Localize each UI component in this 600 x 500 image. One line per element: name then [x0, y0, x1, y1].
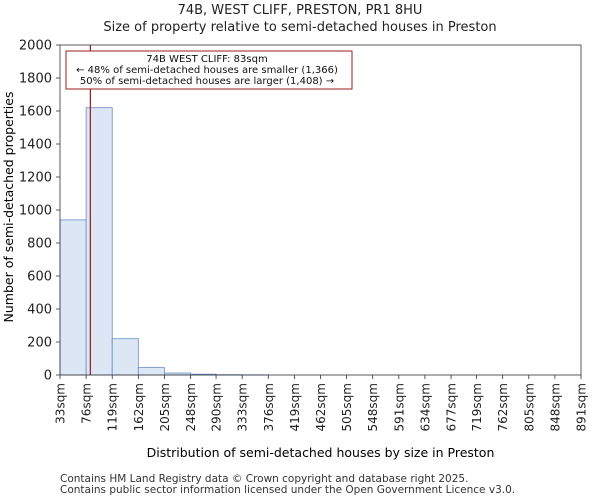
x-tick-label: 205sqm — [158, 383, 172, 431]
x-tick-label: 419sqm — [288, 383, 302, 431]
y-tick-label: 1600 — [19, 105, 52, 120]
y-tick-label: 1200 — [19, 171, 52, 186]
x-tick-label: 762sqm — [496, 383, 510, 431]
x-tick-label: 891sqm — [575, 383, 589, 431]
axes-group: 0 200 400 600 800 1000 1200 1400 1600 1800 2000 33s… — [19, 39, 589, 432]
y-tick-label: 1000 — [19, 204, 52, 219]
annotation-box: 74B WEST CLIFF: 83sqm ← 48% of semi-deta… — [65, 50, 353, 90]
x-tick-label: 719sqm — [470, 383, 484, 431]
x-tick-label: 634sqm — [418, 383, 432, 431]
y-tick-label: 200 — [27, 336, 52, 351]
x-tick-label: 548sqm — [366, 383, 380, 431]
annotation-border — [65, 50, 353, 90]
x-tick-label: 162sqm — [132, 383, 146, 431]
y-tick-label: 400 — [27, 303, 52, 318]
annotation-line-title: 74B WEST CLIFF: 83sqm — [146, 54, 267, 65]
x-tick-label: 376sqm — [262, 383, 276, 431]
x-axis-label: Distribution of semi-detached houses by … — [147, 445, 495, 460]
x-tick-label: 333sqm — [236, 383, 250, 431]
histogram-bar — [111, 338, 139, 376]
bars-group — [59, 107, 269, 376]
y-tick-label: 800 — [27, 237, 52, 252]
y-tick-label: 1800 — [19, 72, 52, 87]
x-tick-label: 76sqm — [80, 383, 94, 424]
x-tick-label: 290sqm — [210, 383, 224, 431]
x-tick-label: 805sqm — [522, 383, 536, 431]
y-tick-label: 0 — [44, 369, 52, 384]
x-tick-label: 505sqm — [340, 383, 354, 431]
x-tick-label: 248sqm — [184, 383, 198, 431]
x-tick-label: 677sqm — [445, 383, 459, 431]
histogram-bar — [137, 367, 165, 376]
y-axis-label: Number of semi-detached properties — [1, 92, 16, 323]
y-tick-label: 600 — [27, 270, 52, 285]
y-tick-label: 2000 — [19, 39, 52, 54]
chart-title: 74B, WEST CLIFF, PRESTON, PR1 8HU — [177, 3, 423, 18]
x-tick-label: 462sqm — [314, 383, 328, 431]
annotation-line-smaller: ← 48% of semi-detached houses are smalle… — [76, 65, 338, 76]
x-tick-label: 591sqm — [392, 383, 406, 431]
footer-copyright: Contains HM Land Registry data © Crown c… — [60, 473, 469, 485]
x-tick-label: 33sqm — [54, 383, 68, 424]
annotation-line-larger: 50% of semi-detached houses are larger (… — [80, 76, 334, 87]
footer-licence: Contains public sector information licen… — [60, 484, 516, 496]
plot-frame — [59, 44, 582, 376]
x-tick-label: 848sqm — [548, 383, 562, 431]
y-tick-label: 1400 — [19, 138, 52, 153]
x-tick-label: 119sqm — [106, 383, 120, 431]
chart-subtitle: Size of property relative to semi-detach… — [103, 20, 497, 35]
histogram-bar — [59, 219, 87, 376]
